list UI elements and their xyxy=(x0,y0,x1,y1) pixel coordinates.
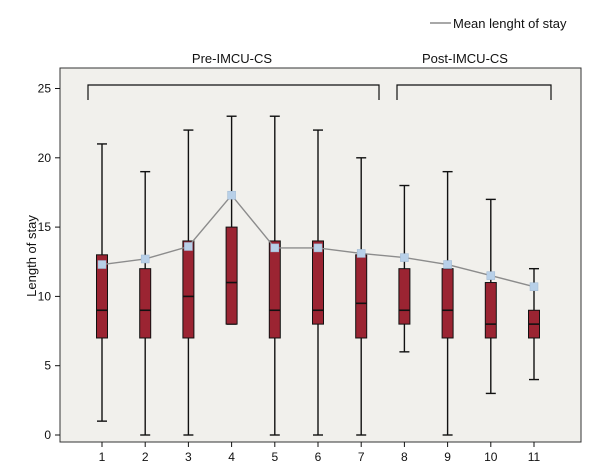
box-iqr xyxy=(96,254,108,339)
box-10 xyxy=(484,198,497,395)
box-7 xyxy=(355,157,368,436)
y-tick-label: 10 xyxy=(38,289,52,303)
mean-marker xyxy=(313,243,323,253)
x-tick-label: 2 xyxy=(142,450,149,464)
mean-marker xyxy=(140,254,150,264)
box-iqr xyxy=(312,240,324,325)
box-iqr xyxy=(225,226,238,325)
legend-label: Mean lenght of stay xyxy=(453,16,567,31)
box-1 xyxy=(96,143,108,422)
mean-marker xyxy=(443,260,452,269)
box-iqr xyxy=(398,268,411,325)
box-4 xyxy=(225,115,238,325)
group-label-pre: Pre-IMCU-CS xyxy=(192,51,272,66)
box-9 xyxy=(441,170,454,436)
x-tick-label: 4 xyxy=(228,450,235,464)
x-tick-label: 10 xyxy=(484,450,498,464)
boxes xyxy=(96,115,540,436)
box-iqr xyxy=(182,240,195,339)
mean-marker xyxy=(97,260,107,269)
x-tick-label: 7 xyxy=(358,450,365,464)
x-tick-label: 8 xyxy=(401,450,408,464)
group-label-post: Post-IMCU-CS xyxy=(422,51,508,66)
mean-marker xyxy=(529,282,539,291)
x-axis: 1 2 3 4 5 6 7 8 9 10 11 xyxy=(99,442,541,464)
box-8 xyxy=(398,184,411,353)
box-iqr xyxy=(139,268,152,339)
box-iqr xyxy=(441,268,454,339)
bracket-post xyxy=(396,84,552,100)
x-tick-label: 6 xyxy=(315,450,322,464)
x-tick-label: 3 xyxy=(185,450,192,464)
mean-series xyxy=(97,190,539,291)
y-tick-label: 0 xyxy=(44,428,51,442)
y-tick-label: 20 xyxy=(38,151,52,165)
x-tick-label: 5 xyxy=(271,450,278,464)
mean-marker xyxy=(227,190,236,200)
mean-marker xyxy=(184,242,193,251)
box-6 xyxy=(312,129,324,436)
x-tick-label: 1 xyxy=(99,450,106,464)
box-3 xyxy=(182,129,195,436)
x-tick-label: 11 xyxy=(528,450,541,464)
mean-marker xyxy=(486,271,496,280)
bracket-pre xyxy=(87,84,380,100)
box-iqr xyxy=(355,254,368,339)
y-axis-label: Length of stay xyxy=(24,215,39,297)
group-brackets: Pre-IMCU-CS Post-IMCU-CS xyxy=(87,51,552,100)
mean-marker xyxy=(356,249,366,258)
y-axis: 0 5 10 15 20 25 xyxy=(38,82,60,442)
box-iqr xyxy=(484,282,497,339)
legend: Mean lenght of stay xyxy=(430,16,567,31)
x-tick-label: 9 xyxy=(444,450,451,464)
box-iqr xyxy=(268,240,281,339)
y-tick-label: 15 xyxy=(38,220,52,234)
box-5 xyxy=(268,115,281,436)
mean-marker xyxy=(400,253,409,262)
y-tick-label: 25 xyxy=(38,82,52,96)
mean-marker xyxy=(270,243,280,253)
box-2 xyxy=(139,170,152,436)
y-tick-label: 5 xyxy=(44,359,51,373)
